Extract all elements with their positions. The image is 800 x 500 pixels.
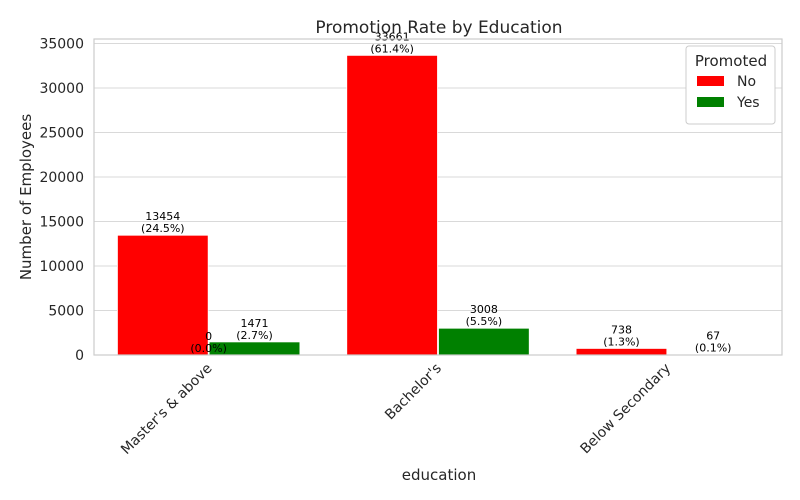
x-tick-label: Below Secondary — [577, 361, 674, 458]
data-labels: 13454 (24.5%) 33661 (61.4%) 738 (1.3%) 1471 (2.… — [141, 30, 731, 355]
x-tick-label: Master's & above — [118, 361, 215, 458]
data-label-yes-bachelor-s: 3008 (5.5%) — [466, 303, 503, 328]
y-tick-label: 20000 — [39, 170, 84, 186]
data-label-yes-below-secondary: 67 (0.1%) — [695, 329, 732, 354]
y-tick-labels: 0 5000 10000 15000 20000 25000 30000 35000 — [39, 36, 84, 364]
data-label-yes-master-s-above: 1471 (2.7%) — [236, 317, 273, 342]
legend-swatch-yes — [697, 97, 724, 107]
y-axis-label: Number of Employees — [17, 114, 35, 281]
y-tick-label: 35000 — [39, 36, 84, 52]
data-label-zero-master-s-above: 0 (0.0%) — [190, 330, 227, 355]
bar-no-master-s-above — [117, 234, 209, 356]
data-label-no-bachelor-s: 33661 (61.4%) — [370, 30, 414, 55]
legend-label-yes: Yes — [736, 95, 760, 111]
bar-yes-bachelor-s — [438, 327, 530, 356]
y-tick-label: 15000 — [39, 214, 84, 230]
legend: Promoted No Yes — [685, 45, 776, 125]
y-tick-label: 5000 — [48, 303, 84, 319]
data-label-no-master-s-above: 13454 (24.5%) — [141, 210, 185, 235]
y-tick-label: 30000 — [39, 81, 84, 97]
legend-label-no: No — [737, 74, 756, 90]
bar-no-below-secondary — [575, 348, 668, 356]
legend-title: Promoted — [695, 52, 767, 70]
bars — [117, 54, 759, 356]
y-tick-label: 0 — [75, 348, 84, 364]
bar-no-bachelor-s — [346, 54, 438, 356]
data-label-no-below-secondary: 738 (1.3%) — [603, 323, 640, 348]
plot-frame — [93, 38, 783, 356]
x-tick-label: Bachelor's — [382, 361, 445, 424]
y-tick-label: 10000 — [39, 259, 84, 275]
y-tick-label: 25000 — [39, 125, 84, 141]
chart-title: Promotion Rate by Education — [315, 18, 562, 38]
x-tick-labels: Master's & above Bachelor's Below Secondar… — [118, 361, 674, 458]
x-axis-label: education — [402, 466, 476, 484]
gridlines — [94, 42, 782, 356]
legend-swatch-no — [697, 76, 724, 86]
